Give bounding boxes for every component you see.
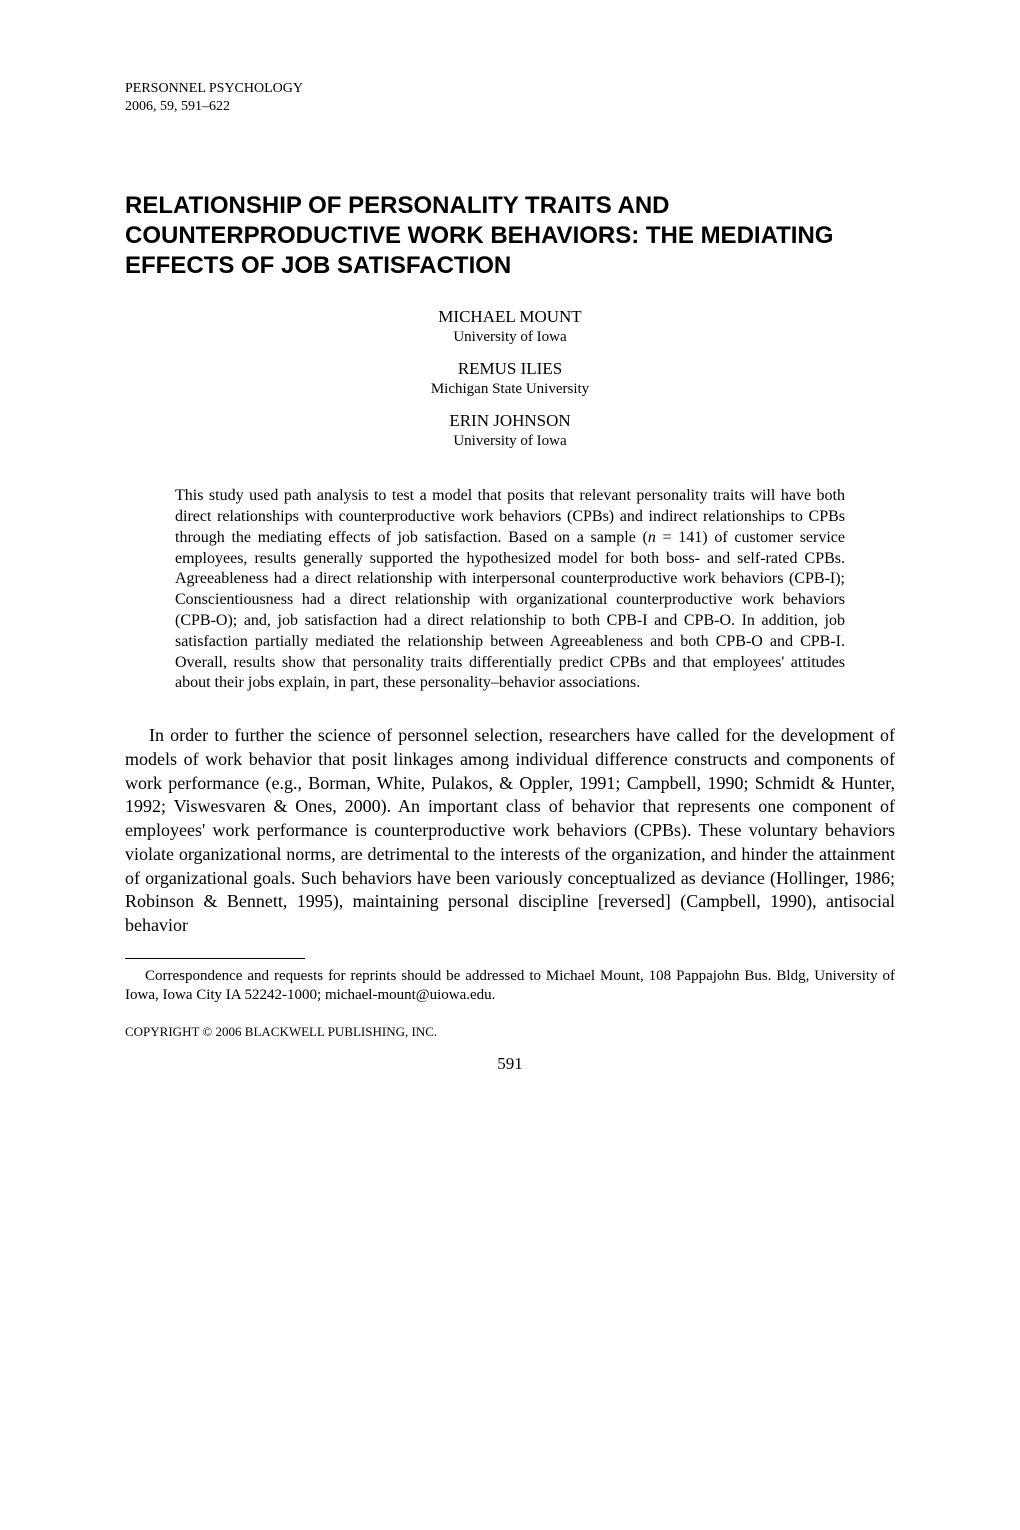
abstract-post: = 141) of customer service employees, re… <box>175 529 845 692</box>
journal-citation: 2006, 59, 591–622 <box>125 98 895 116</box>
author-name: REMUS ILIES <box>125 358 895 380</box>
author-affiliation: University of Iowa <box>125 328 895 348</box>
author-affiliation: Michigan State University <box>125 380 895 400</box>
copyright-notice: COPYRIGHT © 2006 BLACKWELL PUBLISHING, I… <box>125 1024 895 1041</box>
correspondence-footnote: Correspondence and requests for reprints… <box>125 967 895 1006</box>
author-affiliation: University of Iowa <box>125 432 895 452</box>
author-name: MICHAEL MOUNT <box>125 306 895 328</box>
page-number: 591 <box>125 1053 895 1075</box>
abstract-n-symbol: n <box>648 529 656 546</box>
article-title: RELATIONSHIP OF PERSONALITY TRAITS AND C… <box>125 191 895 281</box>
journal-header: PERSONNEL PSYCHOLOGY 2006, 59, 591–622 <box>125 80 895 116</box>
abstract: This study used path analysis to test a … <box>175 486 845 694</box>
footnote-rule <box>125 958 305 959</box>
body-paragraph: In order to further the science of perso… <box>125 724 895 938</box>
author-name: ERIN JOHNSON <box>125 410 895 432</box>
authors-block: MICHAEL MOUNT University of Iowa REMUS I… <box>125 306 895 451</box>
journal-name: PERSONNEL PSYCHOLOGY <box>125 80 895 98</box>
